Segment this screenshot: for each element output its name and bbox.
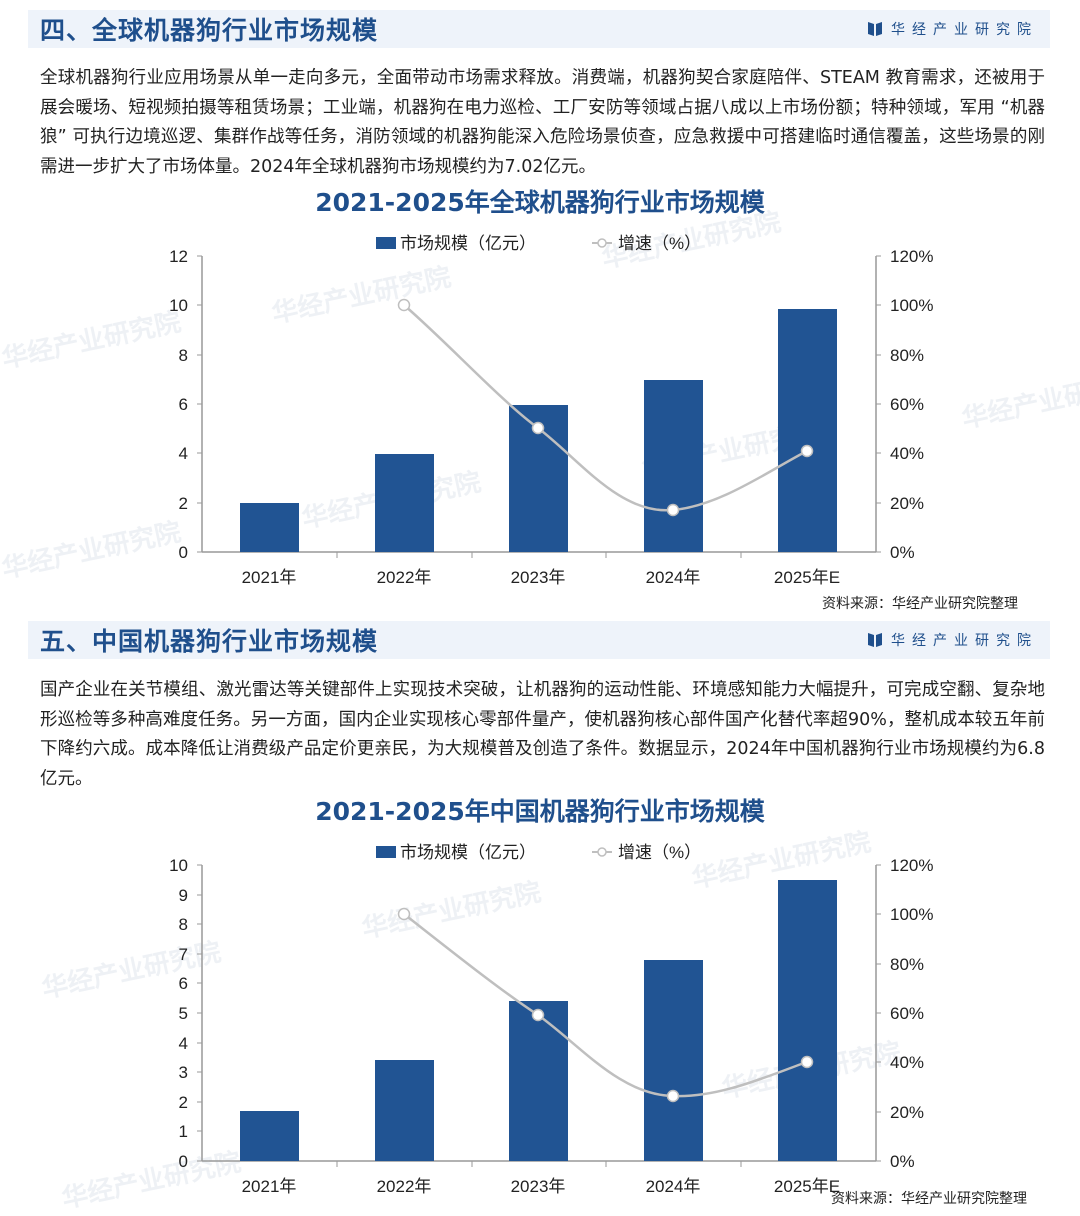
svg-text:40%: 40% <box>890 1053 924 1072</box>
svg-text:6: 6 <box>179 974 188 993</box>
source-note-china: 资料来源：华经产业研究院整理 <box>831 1191 1027 1207</box>
bar-2024 <box>644 380 703 552</box>
svg-text:0: 0 <box>179 1152 188 1171</box>
svg-text:8: 8 <box>179 346 188 365</box>
chart-title-china: 2021-2025年中国机器狗行业市场规模 <box>315 797 765 826</box>
section-title: 五、中国机器狗行业市场规模 <box>40 627 379 656</box>
svg-text:10: 10 <box>169 296 188 315</box>
svg-text:2024年: 2024年 <box>646 1177 701 1196</box>
bar-2022 <box>375 1060 434 1161</box>
svg-text:0: 0 <box>179 543 188 562</box>
svg-text:60%: 60% <box>890 395 924 414</box>
svg-text:2021年: 2021年 <box>242 568 297 587</box>
svg-text:10: 10 <box>169 856 188 875</box>
left-axis-ticks: 12 10 8 6 4 2 0 <box>169 247 202 562</box>
svg-text:2022年: 2022年 <box>377 1177 432 1196</box>
chart-china-market: 市场规模（亿元） 增速（%） 10 9 8 7 6 5 4 3 2 1 0 12… <box>169 843 933 1196</box>
x-axis-labels: 2021年 2022年 2023年 2024年 2025年E <box>242 568 841 587</box>
book-logo-icon <box>868 22 882 36</box>
bar-2021 <box>240 1111 299 1161</box>
brand-name: 华经产业研究院 <box>891 22 1038 38</box>
svg-text:120%: 120% <box>890 247 933 266</box>
chart-legend: 市场规模（亿元） 增速（%） <box>376 843 701 862</box>
growth-line <box>403 304 808 512</box>
svg-text:5: 5 <box>179 1004 188 1023</box>
svg-text:7: 7 <box>179 945 188 964</box>
svg-text:4: 4 <box>179 1034 188 1053</box>
bar-2023 <box>509 1001 568 1161</box>
svg-text:1: 1 <box>179 1122 188 1141</box>
book-logo-icon <box>868 633 882 647</box>
section-header-china: 五、中国机器狗行业市场规模 华经产业研究院 <box>28 621 1050 659</box>
source-note-global: 资料来源：华经产业研究院整理 <box>822 596 1018 612</box>
svg-text:2025年E: 2025年E <box>774 1177 840 1196</box>
growth-line <box>403 913 808 1098</box>
svg-text:60%: 60% <box>890 1004 924 1023</box>
right-axis-ticks: 120% 100% 80% 60% 40% 20% 0% <box>876 856 933 1171</box>
svg-text:2023年: 2023年 <box>511 1177 566 1196</box>
left-axis-ticks: 10 9 8 7 6 5 4 3 2 1 0 <box>169 856 202 1171</box>
legend-line-label: 增速（%） <box>618 234 701 253</box>
section-header-global: 四、全球机器狗行业市场规模 华经产业研究院 <box>28 10 1050 48</box>
svg-text:6: 6 <box>179 395 188 414</box>
brand-name: 华经产业研究院 <box>891 633 1038 649</box>
svg-text:0%: 0% <box>890 543 915 562</box>
svg-text:80%: 80% <box>890 955 924 974</box>
svg-text:12: 12 <box>169 247 188 266</box>
svg-text:2: 2 <box>179 494 188 513</box>
svg-text:0%: 0% <box>890 1152 915 1171</box>
svg-text:2023年: 2023年 <box>511 568 566 587</box>
right-axis-ticks: 120% 100% 80% 60% 40% 20% 0% <box>876 247 933 562</box>
svg-text:2024年: 2024年 <box>646 568 701 587</box>
bar-series <box>240 309 837 552</box>
svg-text:20%: 20% <box>890 1103 924 1122</box>
svg-text:120%: 120% <box>890 856 933 875</box>
bar-2025E <box>778 880 837 1161</box>
paragraph-global: 全球机器狗行业应用场景从单一走向多元，全面带动市场需求释放。消费端，机器狗契合家… <box>40 68 1045 177</box>
bar-2025E <box>778 309 837 552</box>
svg-text:100%: 100% <box>890 905 933 924</box>
bar-series <box>240 880 837 1161</box>
svg-text:8: 8 <box>179 915 188 934</box>
legend-line-label: 增速（%） <box>618 843 701 862</box>
x-axis-labels: 2021年 2022年 2023年 2024年 2025年E <box>242 1177 841 1196</box>
bar-2024 <box>644 960 703 1161</box>
growth-points <box>397 907 814 1103</box>
svg-text:2: 2 <box>179 1093 188 1112</box>
svg-text:20%: 20% <box>890 494 924 513</box>
section-title: 四、全球机器狗行业市场规模 <box>40 16 379 45</box>
legend-bar-label: 市场规模（亿元） <box>400 234 536 253</box>
svg-text:4: 4 <box>179 444 188 463</box>
svg-text:3: 3 <box>179 1063 188 1082</box>
paragraph-china: 国产企业在关节模组、激光雷达等关键部件上实现技术突破，让机器狗的运动性能、环境感… <box>40 680 1045 789</box>
brand-logo: 华经产业研究院 <box>867 19 1038 39</box>
svg-text:9: 9 <box>179 886 188 905</box>
svg-text:80%: 80% <box>890 346 924 365</box>
chart-legend: 市场规模（亿元） 增速（%） <box>376 234 701 253</box>
brand-logo: 华经产业研究院 <box>867 630 1038 650</box>
growth-points <box>397 298 814 517</box>
bar-2022 <box>375 454 434 552</box>
chart-title-global: 2021-2025年全球机器狗行业市场规模 <box>315 188 765 217</box>
svg-text:100%: 100% <box>890 296 933 315</box>
svg-text:2025年E: 2025年E <box>774 568 840 587</box>
chart-global-market: 市场规模（亿元） 增速（%） 12 10 8 6 4 2 0 120% 100%… <box>169 234 933 587</box>
legend-bar-label: 市场规模（亿元） <box>400 843 536 862</box>
svg-text:2022年: 2022年 <box>377 568 432 587</box>
svg-text:2021年: 2021年 <box>242 1177 297 1196</box>
svg-text:40%: 40% <box>890 444 924 463</box>
bar-2021 <box>240 503 299 552</box>
